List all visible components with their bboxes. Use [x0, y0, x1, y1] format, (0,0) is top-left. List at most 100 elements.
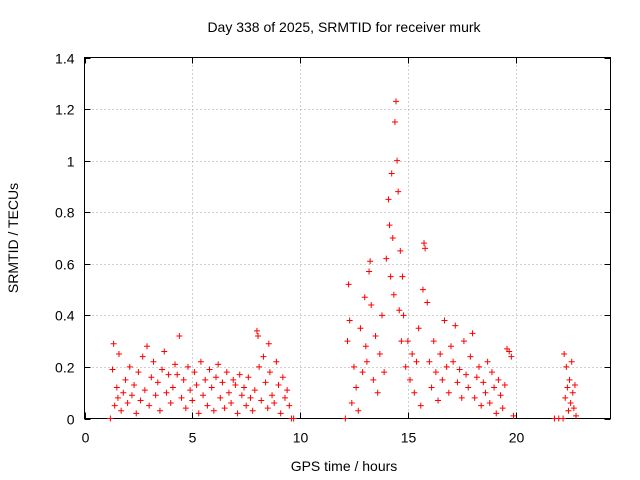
data-point	[249, 407, 256, 414]
data-point	[210, 407, 217, 414]
data-point	[400, 312, 407, 319]
data-point	[426, 358, 433, 365]
data-point	[148, 374, 155, 381]
data-point	[566, 376, 573, 383]
data-point	[109, 366, 116, 373]
data-point	[124, 400, 131, 407]
data-point	[493, 410, 500, 417]
data-point	[564, 384, 571, 391]
data-point	[376, 351, 383, 358]
data-point	[398, 338, 405, 345]
data-point	[435, 397, 442, 404]
data-point	[150, 358, 157, 365]
data-point	[419, 286, 426, 293]
data-point	[473, 374, 480, 381]
data-point	[561, 351, 568, 358]
data-point	[213, 374, 219, 381]
data-point	[193, 381, 200, 388]
data-point	[137, 397, 144, 404]
data-point	[245, 374, 252, 381]
data-point	[486, 400, 493, 407]
x-tick-label: 5	[189, 430, 197, 446]
x-tick-label: 20	[509, 430, 525, 446]
data-point	[413, 358, 420, 365]
data-point	[144, 343, 151, 350]
data-point	[568, 358, 575, 365]
data-point	[114, 394, 121, 401]
data-point	[432, 369, 439, 376]
data-point	[269, 392, 276, 399]
chart-title: Day 338 of 2025, SRMTID for receiver mur…	[207, 19, 481, 35]
data-point	[161, 348, 168, 355]
data-point	[232, 381, 239, 388]
data-point	[480, 379, 487, 386]
data-point	[223, 369, 230, 376]
y-tick-label: 1.2	[55, 102, 75, 118]
data-point	[441, 317, 448, 324]
data-point	[187, 387, 194, 394]
y-tick-label: 1	[67, 154, 75, 170]
data-point	[191, 369, 198, 376]
data-point	[126, 363, 133, 370]
data-point	[219, 379, 226, 386]
data-point	[488, 369, 495, 376]
data-point	[415, 325, 422, 332]
data-point	[163, 389, 170, 396]
data-point	[111, 402, 118, 409]
y-tick-label: 1.4	[55, 51, 75, 67]
data-point	[361, 294, 368, 301]
x-axis-label: GPS time / hours	[291, 458, 398, 474]
data-point	[495, 376, 502, 383]
data-point	[345, 281, 352, 288]
data-point	[165, 371, 172, 378]
data-point	[251, 387, 258, 394]
data-point	[202, 376, 209, 383]
data-point	[471, 394, 478, 401]
data-point	[359, 369, 366, 376]
data-point	[284, 387, 291, 394]
data-point	[393, 98, 400, 105]
data-point	[281, 394, 288, 401]
data-point	[421, 240, 428, 247]
data-point	[378, 312, 385, 319]
data-point	[221, 405, 228, 412]
data-point	[258, 397, 265, 404]
data-point	[567, 400, 574, 407]
data-point	[215, 361, 222, 368]
data-point	[275, 381, 282, 388]
data-point	[178, 394, 185, 401]
data-point	[389, 235, 396, 241]
data-point	[256, 363, 263, 370]
data-point	[411, 389, 418, 396]
data-point	[113, 384, 120, 391]
data-point	[395, 188, 402, 195]
data-point	[290, 415, 297, 422]
data-point	[569, 389, 576, 396]
data-point	[344, 338, 351, 345]
data-point	[128, 392, 135, 399]
data-point	[197, 358, 204, 365]
data-point	[174, 371, 181, 378]
data-point	[367, 258, 374, 265]
data-point	[404, 338, 411, 345]
data-point	[397, 247, 404, 254]
data-point	[122, 376, 129, 383]
data-point	[447, 343, 454, 350]
data-point	[120, 389, 127, 396]
data-point	[348, 400, 355, 407]
x-tick-label: 15	[401, 430, 417, 446]
data-point	[159, 366, 166, 373]
data-point	[508, 353, 515, 360]
data-point	[450, 358, 457, 365]
data-point	[241, 384, 248, 391]
data-point	[370, 376, 377, 383]
data-point	[238, 392, 245, 399]
data-point	[180, 376, 187, 383]
data-point	[491, 384, 498, 391]
data-point	[266, 369, 273, 376]
data-point	[255, 332, 262, 339]
data-point	[262, 379, 269, 386]
data-point	[236, 371, 243, 378]
data-point	[107, 415, 114, 422]
